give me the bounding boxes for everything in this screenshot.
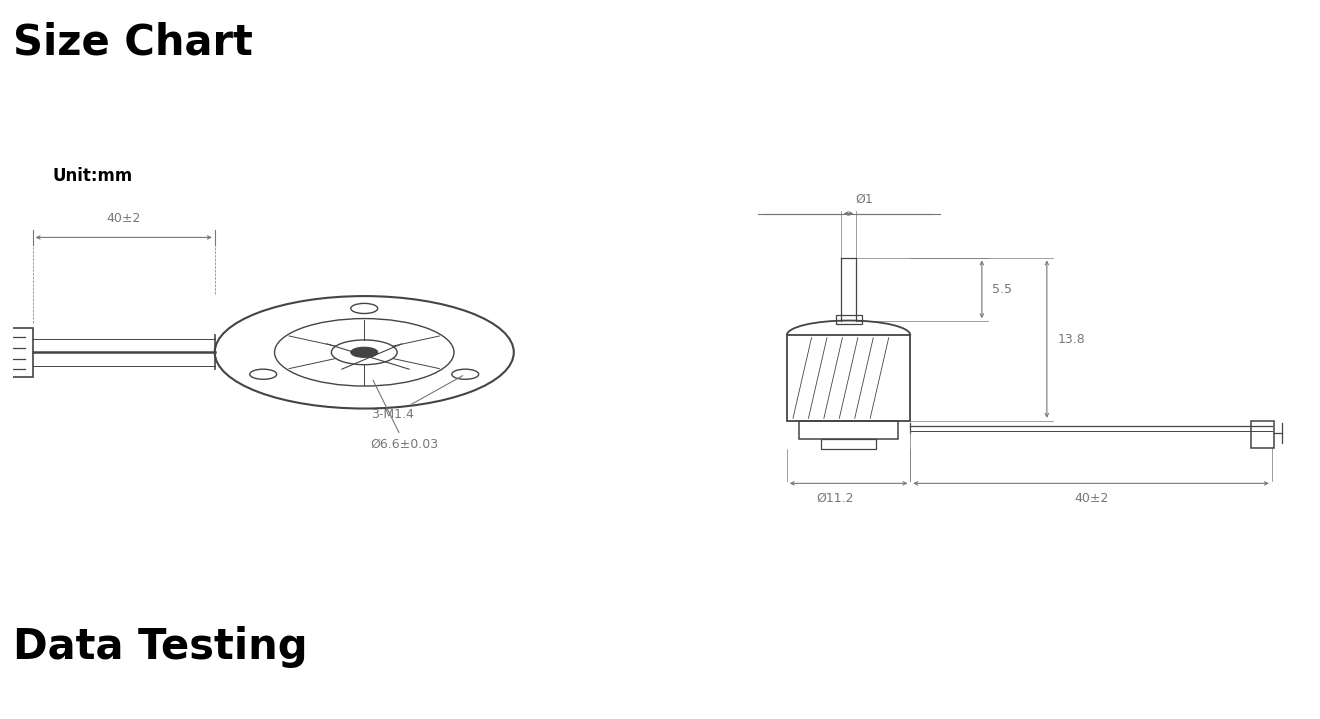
Bar [1251, 421, 1274, 448]
Text: 40±2: 40±2 [107, 212, 141, 225]
Text: Size Chart: Size Chart [13, 22, 253, 63]
Bar [787, 335, 911, 421]
Text: Ø11.2: Ø11.2 [817, 492, 854, 505]
Bar [799, 421, 898, 439]
Text: Unit:mm: Unit:mm [53, 167, 132, 185]
Text: Ø1: Ø1 [855, 193, 873, 206]
Bar [0, 328, 33, 377]
Bar [821, 439, 875, 449]
Text: 3-M1.4: 3-M1.4 [371, 375, 463, 421]
Text: Data Testing: Data Testing [13, 626, 308, 667]
Text: 40±2: 40±2 [1074, 492, 1109, 505]
Bar [836, 315, 862, 324]
Text: 5.5: 5.5 [993, 283, 1012, 296]
Circle shape [351, 347, 378, 357]
Text: 13.8: 13.8 [1057, 333, 1085, 346]
Text: Ø6.6±0.03: Ø6.6±0.03 [371, 380, 438, 451]
